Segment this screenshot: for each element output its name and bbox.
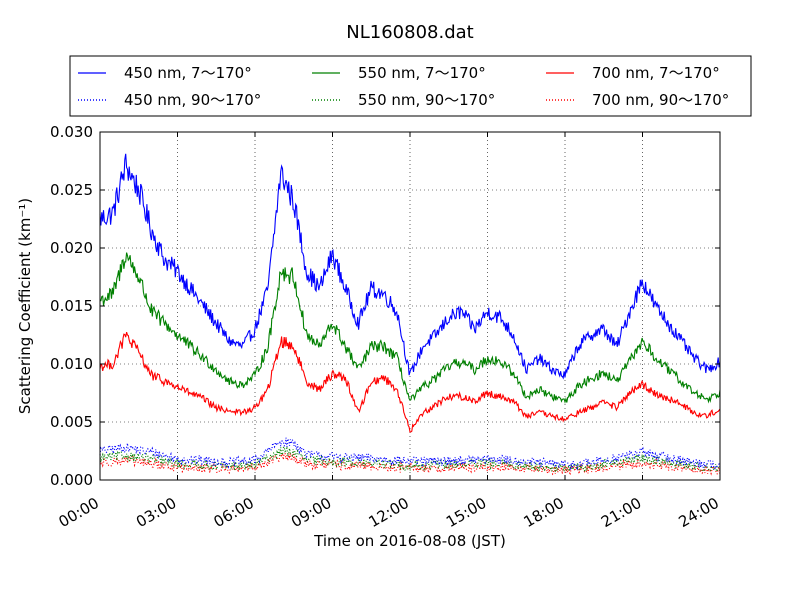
grid — [100, 132, 720, 480]
x-tick-label: 15:00 — [443, 494, 489, 531]
legend-label-700-nm-90-170: 700 nm, 90～170° — [592, 91, 729, 109]
y-axis-label: Scattering Coefficient (km⁻¹) — [16, 198, 34, 414]
y-tick-label: 0.025 — [50, 181, 93, 199]
y-tick-label: 0.005 — [50, 413, 93, 431]
series-line-700-nm-90-170 — [99, 451, 721, 476]
legend-label-450-nm-90-170: 450 nm, 90～170° — [124, 91, 261, 109]
x-axis-label: Time on 2016-08-08 (JST) — [313, 532, 506, 550]
legend: 450 nm, 7～170° 450 nm, 90～170° 550 nm, 7～1… — [69, 55, 752, 117]
y-tick-label: 0.010 — [50, 355, 93, 373]
series-line-450-nm-7-170 — [99, 153, 721, 380]
series-line-700-nm-7-170 — [99, 331, 721, 433]
legend-box — [69, 55, 752, 117]
chart-title: NL160808.dat — [346, 22, 473, 43]
y-tick-label: 0.030 — [50, 123, 93, 141]
y-tick-label: 0.015 — [50, 297, 93, 315]
series-line-550-nm-90-170 — [99, 445, 721, 474]
y-tick-label: 0.000 — [50, 471, 93, 489]
legend-label-550-nm-90-170: 550 nm, 90～170° — [358, 91, 495, 109]
x-tick-label: 21:00 — [598, 494, 644, 531]
x-tick-label: 00:00 — [56, 494, 102, 531]
series-layer — [99, 153, 721, 476]
legend-label-550-nm-7-170: 550 nm, 7～170° — [358, 64, 486, 82]
x-tick-label: 24:00 — [676, 494, 722, 531]
legend-label-450-nm-7-170: 450 nm, 7～170° — [124, 64, 252, 82]
x-tick-label: 12:00 — [366, 494, 412, 531]
x-tick-label: 18:00 — [521, 494, 567, 531]
series-line-550-nm-7-170 — [100, 252, 721, 404]
x-tick-label: 09:00 — [288, 494, 334, 531]
legend-label-700-nm-7-170: 700 nm, 7～170° — [592, 64, 720, 82]
y-tick-label: 0.020 — [50, 239, 93, 257]
x-tick-label: 06:00 — [211, 494, 257, 531]
x-tick-label: 03:00 — [133, 494, 179, 531]
